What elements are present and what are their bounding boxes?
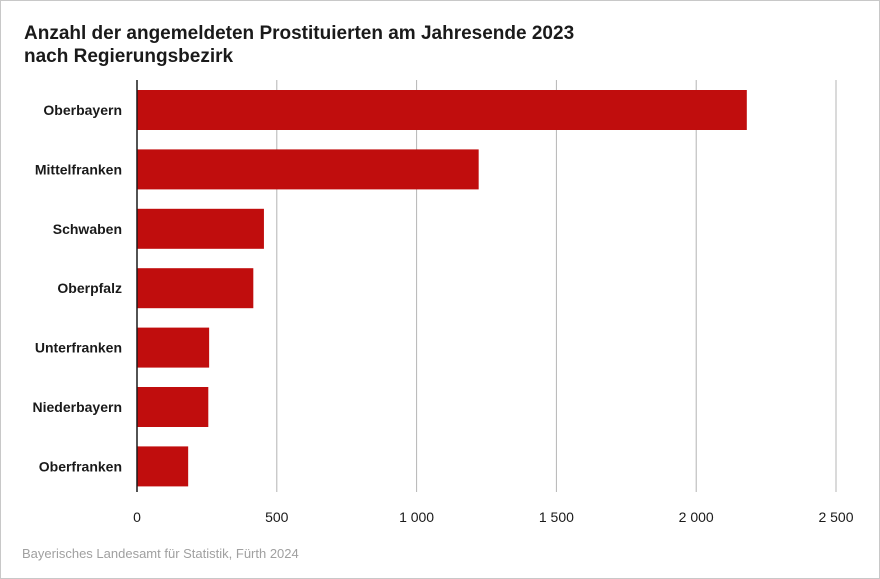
category-label: Oberpfalz (57, 280, 122, 296)
category-label: Unterfranken (35, 340, 122, 356)
bar-niederbayern (137, 387, 209, 427)
category-label: Schwaben (53, 221, 122, 237)
bars (136, 80, 747, 492)
bar-oberbayern (137, 90, 747, 130)
category-label: Oberbayern (43, 102, 122, 118)
x-tick-label: 2 000 (679, 509, 714, 525)
chart-title: Anzahl der angemeldeten Prostituierten a… (24, 22, 574, 68)
source-footer: Bayerisches Landesamt für Statistik, Für… (22, 546, 299, 561)
bar-mittelfranken (137, 149, 479, 190)
category-label: Mittelfranken (35, 161, 122, 177)
x-tick-label: 500 (265, 509, 289, 525)
bar-oberfranken (137, 446, 189, 487)
bar-oberpfalz (137, 268, 254, 309)
gridlines (276, 80, 837, 492)
x-tick-label: 1 000 (399, 509, 434, 525)
bar-unterfranken (137, 327, 210, 368)
chart-title-line-2: nach Regierungsbezirk (24, 46, 234, 67)
category-label: Oberfranken (39, 458, 122, 474)
x-tick-label: 2 500 (818, 509, 853, 525)
chart-title-line-1: Anzahl der angemeldeten Prostituierten a… (24, 23, 575, 44)
bar-schwaben (137, 208, 264, 249)
category-label: Niederbayern (33, 399, 122, 415)
x-tick-label: 0 (133, 509, 141, 525)
category-labels: Oberbayern Mittelfranken Schwaben Oberpfalz… (33, 102, 122, 474)
x-tick-label: 1 500 (539, 509, 574, 525)
x-tick-labels: 0 500 1 000 1 500 2 000 2 500 (133, 509, 854, 525)
